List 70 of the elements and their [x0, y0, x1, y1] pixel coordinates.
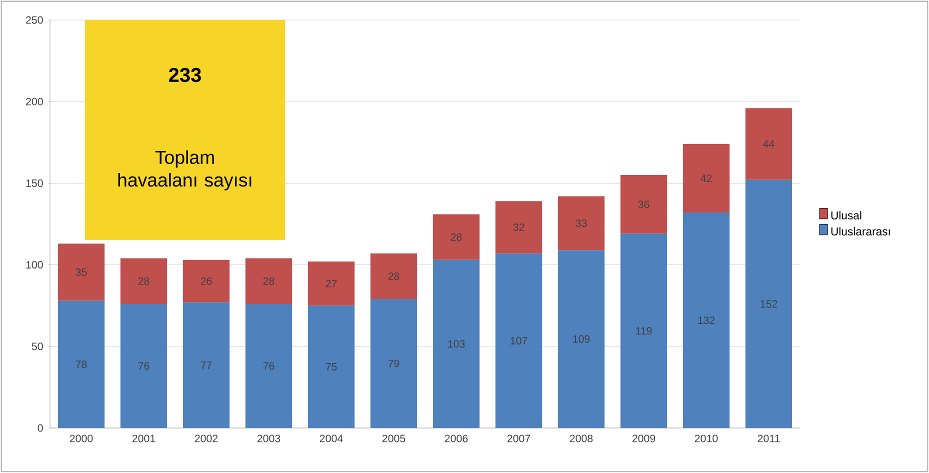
x-tick-label: 2001: [132, 434, 156, 442]
x-tick-label: 2008: [570, 434, 593, 442]
data-label: 28: [263, 277, 274, 285]
annotation: Toplam havaalanı sayısı: [118, 150, 252, 190]
x-tick-label: 2009: [632, 434, 656, 442]
bar: [120, 258, 168, 304]
data-label: 79: [388, 360, 400, 368]
bar: [182, 260, 230, 302]
legend-label: Ulusal: [831, 211, 862, 220]
bar: [558, 250, 605, 428]
bar: [245, 258, 292, 304]
bar: [745, 108, 792, 180]
y-tick-label: 50: [32, 342, 43, 350]
x-tick-label: 2011: [758, 434, 780, 442]
x-tick-label: 2000: [70, 434, 93, 442]
x-tick-label: 2007: [507, 434, 530, 442]
bar: [120, 304, 168, 428]
bar: [432, 214, 480, 260]
data-label: 27: [326, 280, 337, 288]
x-tick-label: 2005: [382, 434, 406, 442]
data-label: 28: [138, 277, 150, 285]
y-tick-label: 250: [26, 16, 43, 24]
data-label: 33: [576, 219, 587, 227]
data-label: 109: [573, 335, 590, 343]
data-label: 26: [200, 277, 212, 285]
data-label: 44: [763, 140, 774, 148]
bar: [58, 300, 105, 428]
data-label: 107: [510, 336, 528, 344]
x-tick-label: 2002: [194, 434, 218, 442]
data-label: 28: [450, 233, 462, 241]
data-label: 132: [698, 316, 715, 324]
bar: [432, 260, 480, 428]
data-label: 119: [636, 327, 652, 335]
data-label: 75: [326, 363, 337, 371]
x-tick-label: 2003: [257, 434, 280, 442]
y-tick-label: 0: [38, 424, 43, 432]
data-label: 152: [760, 300, 778, 308]
data-label: 42: [700, 174, 712, 182]
bar: [495, 201, 542, 254]
bar: [745, 180, 792, 428]
bar: [182, 302, 230, 428]
bar: [245, 304, 292, 428]
bar: [58, 244, 105, 301]
y-tick-label: 100: [26, 261, 43, 269]
bar: [682, 212, 730, 428]
bar: [308, 306, 355, 428]
bar: [495, 253, 542, 428]
data-label: 32: [513, 223, 524, 232]
legend-label: Uluslararası: [831, 227, 890, 236]
data-label: 76: [138, 362, 150, 370]
bar: [620, 175, 668, 234]
data-label: 103: [448, 340, 465, 348]
data-label: 78: [76, 360, 87, 368]
bar: [558, 196, 605, 250]
bar: [682, 144, 730, 213]
y-tick-label: 150: [26, 179, 43, 187]
bar: [370, 253, 418, 300]
data-label: 76: [263, 362, 274, 370]
bar: [308, 262, 355, 306]
data-label: 77: [200, 361, 212, 369]
data-label: 28: [388, 272, 400, 280]
x-tick-label: 2006: [444, 434, 468, 442]
bar: [620, 234, 668, 428]
y-tick-label: 200: [26, 98, 43, 106]
bar: [370, 299, 418, 428]
data-label: 35: [76, 268, 87, 276]
annotation: 233: [169, 68, 201, 82]
x-tick-label: 2010: [694, 434, 718, 442]
data-label: 36: [638, 200, 650, 208]
x-tick-label: 2004: [320, 434, 343, 442]
